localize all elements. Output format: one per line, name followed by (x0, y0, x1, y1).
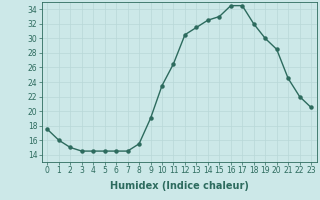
X-axis label: Humidex (Indice chaleur): Humidex (Indice chaleur) (110, 181, 249, 191)
